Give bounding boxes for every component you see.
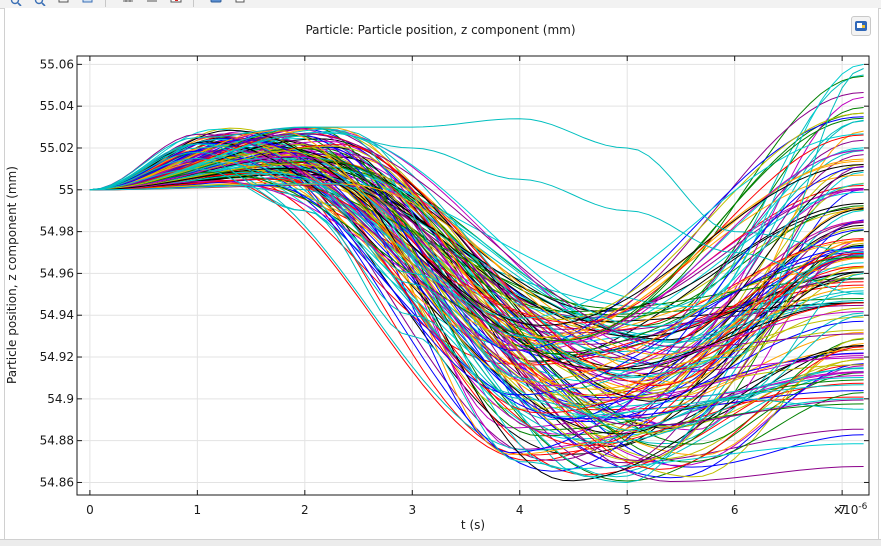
- x-multiplier-label: ×10-6: [833, 502, 868, 517]
- trajectory-line: [89, 133, 864, 387]
- x-tick-label: 7: [838, 503, 846, 517]
- y-tick-label: 55.02: [40, 141, 74, 155]
- trajectory-line: [89, 139, 864, 359]
- trajectory-line: [89, 155, 864, 387]
- trajectory-line: [89, 116, 864, 351]
- plot-title: Particle: Particle position, z component…: [305, 23, 576, 37]
- y-axis-label: Particle position, z component (mm): [5, 166, 19, 384]
- zoom-in-icon[interactable]: [10, 0, 22, 6]
- trajectory-line: [89, 141, 864, 435]
- plot-frame: [76, 55, 870, 496]
- trajectory-line: [89, 170, 864, 341]
- x-tick-label: 0: [86, 503, 94, 517]
- x-tick-label: 2: [301, 503, 309, 517]
- trajectory-line: [89, 138, 864, 382]
- trajectory-line: [89, 117, 864, 342]
- trajectory-line: [89, 139, 864, 370]
- trajectory-line: [89, 63, 864, 308]
- y-tick-label: 54.94: [40, 308, 74, 322]
- trajectory-line: [89, 133, 864, 319]
- trajectory-line: [89, 140, 864, 456]
- trajectory-line: [89, 112, 864, 321]
- zoom-extents-icon[interactable]: [58, 0, 70, 6]
- trajectory-line: [89, 131, 864, 328]
- camera-icon[interactable]: [210, 0, 222, 6]
- zoom-box-icon[interactable]: [82, 0, 94, 6]
- x-multiplier-exponent: -6: [858, 502, 867, 512]
- trajectory-line: [89, 130, 864, 383]
- y-tick-label: 55.04: [40, 99, 74, 113]
- x-tick-label: 4: [516, 503, 524, 517]
- plot-settings-icon: [855, 21, 867, 31]
- trajectory-line: [89, 178, 864, 414]
- trajectory-line: [89, 143, 864, 444]
- trajectory-line: [89, 176, 864, 454]
- y-tick-label: 54.86: [40, 475, 74, 489]
- x-tick-label: 3: [408, 503, 416, 517]
- trajectory-line: [89, 133, 864, 348]
- trajectory-line: [89, 147, 864, 355]
- trajectory-line: [89, 129, 864, 370]
- trajectory-line: [89, 133, 864, 420]
- trajectory-line: [89, 167, 864, 445]
- image-export-icon[interactable]: [170, 0, 182, 6]
- trajectory-line-highlight: [89, 118, 864, 253]
- y-tick-label: 55.06: [40, 57, 74, 71]
- trajectory-line: [89, 139, 864, 423]
- trajectory-line-highlight: [89, 126, 864, 295]
- trajectory-line-highlight: [89, 68, 864, 379]
- x-tick-label: 1: [194, 503, 202, 517]
- trajectory-line: [89, 164, 864, 326]
- plot-settings-button[interactable]: [851, 16, 871, 36]
- y-tick-label: 54.98: [40, 225, 74, 239]
- trajectory-line: [89, 132, 864, 353]
- y-tick-label: 54.92: [40, 350, 74, 364]
- zoom-out-icon[interactable]: [34, 0, 46, 6]
- trajectory-line: [89, 150, 864, 397]
- trajectory-line: [89, 128, 864, 378]
- trajectory-line: [89, 133, 864, 427]
- grid-icon[interactable]: [122, 0, 134, 6]
- trajectory-line: [89, 155, 864, 482]
- print-icon[interactable]: [234, 0, 246, 6]
- toolbar-separator: [105, 0, 106, 7]
- trajectory-line-highlight: [89, 168, 864, 421]
- axis-ticks: 0 1 2 3 4 5 6 7 54.86 54.88 54.9 54.92 54.94 54.96 54.…: [40, 56, 869, 517]
- y-tick-label: 55: [59, 183, 74, 197]
- status-strip: [0, 539, 881, 546]
- trajectory-line: [89, 183, 864, 428]
- y-tick-label: 54.9: [47, 392, 74, 406]
- x-axis-label: t (s): [461, 518, 485, 532]
- toolbar-separator: [193, 0, 194, 7]
- trajectory-line: [89, 183, 864, 470]
- trajectory-line: [89, 167, 864, 377]
- x-tick-label: 5: [623, 503, 631, 517]
- trajectory-lines: [89, 63, 864, 484]
- y-tick-label: 54.96: [40, 266, 74, 280]
- x-tick-label: 6: [731, 503, 739, 517]
- x-multiplier-base: ×10: [833, 503, 858, 517]
- legend-icon[interactable]: [146, 0, 158, 6]
- y-tick-label: 54.88: [40, 434, 74, 448]
